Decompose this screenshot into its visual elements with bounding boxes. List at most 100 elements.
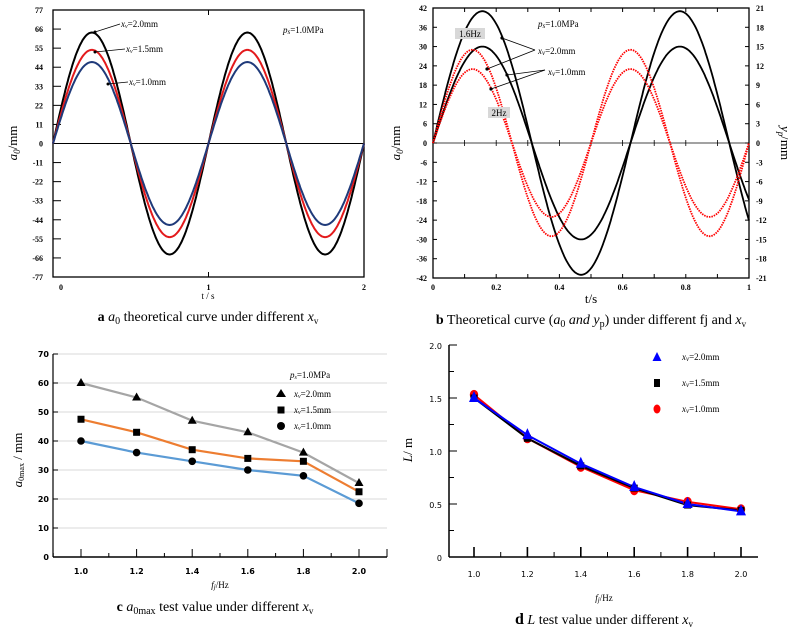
d-marker-triangle — [736, 504, 746, 516]
b-ytick-label: 24 — [419, 62, 427, 71]
d-legend-label-val: =1.0mm — [689, 404, 719, 414]
d-xtick-label: 1.2 — [521, 570, 534, 579]
a-leader-dot — [106, 82, 110, 86]
c-ytick-label: 40 — [38, 437, 50, 446]
b-xlabel: t/s — [585, 291, 597, 306]
a-ytick-label: 66 — [35, 25, 43, 34]
d-marker-triangle — [575, 456, 586, 468]
c-annotation: ps=1.0MPa — [289, 370, 330, 381]
c-marker-square — [355, 488, 363, 496]
b-legend-1mm-val: =1.0mm — [555, 67, 585, 77]
a-xtick-label: 0 — [59, 283, 63, 292]
b-caption-sub: 0 — [560, 319, 565, 330]
a-caption-letter: a — [98, 310, 105, 325]
d-xtick-label: 1.4 — [574, 570, 587, 579]
b-series-line-0 — [432, 10, 750, 276]
b-ytick-right-label: 12 — [756, 62, 764, 71]
c-ylabel: a0max / mm — [10, 433, 26, 488]
b-label-1-6hz-box — [455, 28, 485, 39]
d-ylabel: L/ m — [400, 438, 415, 463]
b-caption-var: x — [734, 313, 742, 328]
d-ytick-label: 0 — [437, 554, 442, 563]
b-annotation: ps=1.0MPa — [537, 19, 579, 30]
a-leader — [94, 23, 121, 33]
b-ylabel-right-sub: p — [776, 131, 786, 137]
b-caption-sub2: p — [600, 319, 605, 330]
d-legend-circle — [653, 404, 661, 414]
d-ytick-label: 2.0 — [429, 342, 442, 351]
b-ytick-right-label: 21 — [756, 4, 764, 13]
c-xtick-label: 1.4 — [185, 567, 200, 576]
b-ytick-label: 12 — [419, 100, 427, 109]
a-caption-symbol: a — [108, 310, 115, 325]
a-leader-dot — [93, 30, 97, 34]
b-ytick-label: -36 — [416, 255, 427, 264]
c-series-line-2 — [80, 439, 360, 505]
b-annotation-sub: s — [543, 22, 546, 30]
d-xlabel-main: f — [595, 593, 599, 603]
a-ylabel: a0/mm — [5, 126, 22, 161]
a-ytick-label: -55 — [32, 235, 43, 244]
a-series-label-val: =2.0mm — [128, 19, 158, 29]
c-caption: c a0max test value under different xv — [117, 600, 314, 617]
a-series-group — [52, 31, 365, 256]
b-ytick-label: -18 — [416, 197, 427, 206]
b-label-2hz-box — [488, 107, 510, 118]
a-ytick-label: 33 — [35, 82, 43, 91]
b-series-line-3 — [432, 68, 750, 218]
d-ytick-label: 0.5 — [429, 501, 442, 510]
b-legend-2mm-main: x — [537, 46, 542, 56]
a-ytick-label: -11 — [33, 159, 43, 168]
b-legend-1mm: xv=1.0mm — [547, 67, 585, 78]
c-marker-triangle — [187, 415, 197, 424]
d-legend-triangle — [652, 352, 662, 361]
b-caption-symbol: a — [553, 313, 560, 328]
b-leader — [490, 69, 546, 90]
c-marker-triangle — [354, 478, 364, 487]
d-ylabel-main: L — [400, 455, 415, 463]
b-xtick-label: 0.4 — [554, 283, 564, 292]
c-marker-square — [133, 428, 141, 436]
c-caption-symbol: a — [126, 600, 133, 615]
a-caption-sub: 0 — [115, 316, 120, 327]
c-annotation-sub: s — [295, 375, 298, 381]
c-marker-triangle — [132, 392, 142, 401]
b-ytick-right-label: -21 — [756, 274, 767, 283]
c-marker-triangle — [298, 447, 308, 456]
b-xtick-label: 0.6 — [618, 283, 628, 292]
b-leader-dot — [489, 87, 493, 91]
a-leader — [94, 48, 126, 53]
d-caption-symbol: L — [526, 613, 535, 628]
a-ytick-label: -66 — [32, 254, 43, 263]
c-legend-label-val: =2.0mm — [301, 389, 331, 399]
c-caption-letter: c — [117, 600, 123, 615]
a-ylabel-main: a — [5, 153, 20, 160]
d-legend-label-val: =1.5mm — [689, 378, 719, 388]
c-ytick-label: 70 — [38, 350, 50, 359]
a-ytick-label: 22 — [35, 101, 43, 110]
c-legend-label: xv=1.5mm — [293, 405, 331, 416]
d-caption-var: x — [681, 613, 689, 628]
d-legend-label-main: x — [681, 378, 686, 388]
d-xlabel-unit: /Hz — [600, 593, 613, 603]
c-ytick-label: 10 — [38, 524, 50, 533]
c-legend-triangle — [276, 389, 286, 397]
c-legend-label-sub: v — [298, 426, 301, 432]
d-legend-label-sub: v — [686, 381, 690, 389]
b-ytick-right-label: -15 — [756, 235, 767, 244]
c-marker-square — [299, 457, 307, 465]
d-legend-label-sub: v — [686, 355, 690, 363]
b-leader — [506, 69, 546, 76]
a-series-label-sub: v — [133, 82, 136, 88]
c-legend-square — [277, 406, 285, 414]
b-ytick-label: -24 — [416, 216, 427, 225]
c-marker-circle — [299, 472, 308, 480]
b-caption-post: ) under different fj and — [605, 313, 736, 328]
a-series-label-main: x — [128, 77, 133, 87]
c-caption-sub: 0max — [133, 606, 155, 617]
